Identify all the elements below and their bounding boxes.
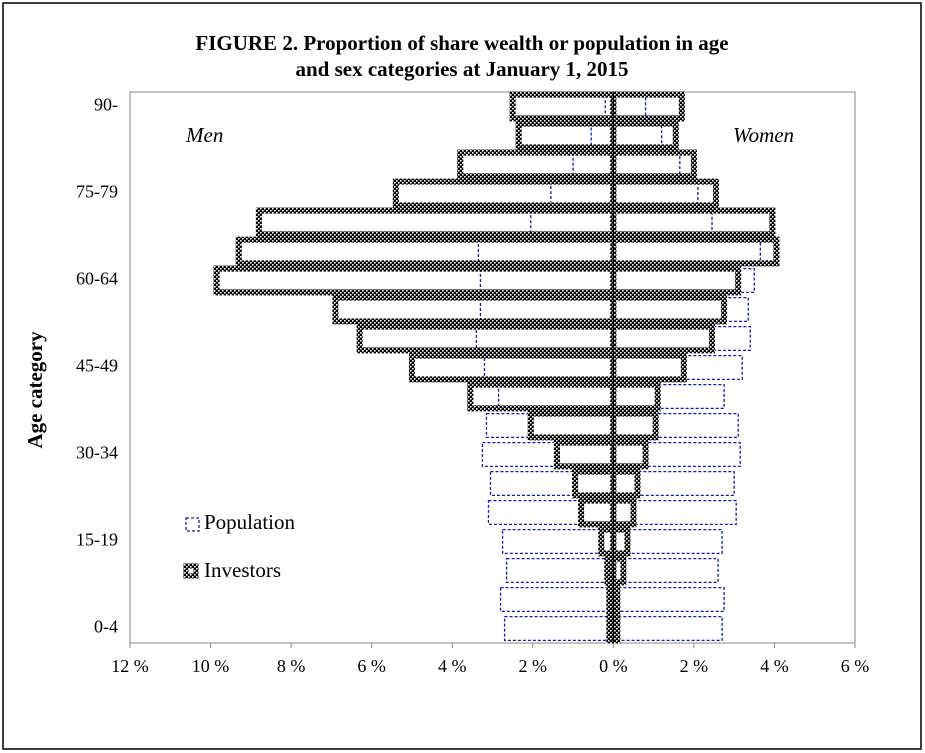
- population-bar: [612, 180, 699, 207]
- population-bar: [499, 586, 614, 613]
- chart-title: FIGURE 2. Proportion of share wealth or …: [195, 31, 728, 55]
- population-bar: [550, 180, 614, 207]
- population-bar: [503, 615, 614, 642]
- population-bar: [612, 93, 647, 120]
- population-bar: [505, 557, 614, 584]
- population-bar: [612, 354, 743, 381]
- legend-label: Population: [204, 510, 296, 534]
- population-bar: [481, 441, 614, 468]
- x-tick-label: 6 %: [357, 656, 386, 676]
- x-tick-label: 4 %: [760, 656, 789, 676]
- legend-label: Investors: [204, 558, 281, 582]
- x-tick-label: 8 %: [277, 656, 306, 676]
- population-bar: [612, 412, 739, 439]
- y-tick-label: 90-: [94, 95, 118, 115]
- population-bar: [612, 238, 761, 265]
- population-bar: [612, 528, 723, 555]
- population-bar: [489, 470, 614, 497]
- y-tick-label: 0-4: [94, 617, 118, 637]
- population-bar: [612, 209, 713, 236]
- y-tick-label: 30-34: [76, 443, 118, 463]
- population-bar: [497, 383, 614, 410]
- x-tick-label: 2 %: [680, 656, 709, 676]
- population-bar: [477, 238, 614, 265]
- population-bar: [612, 325, 751, 352]
- annotation: Women: [733, 123, 794, 147]
- annotation: Men: [185, 123, 223, 147]
- population-bar: [479, 296, 614, 323]
- y-tick-label: 60-64: [76, 269, 118, 289]
- population-bar: [612, 470, 735, 497]
- population-bar: [572, 151, 614, 178]
- population-bar: [479, 267, 614, 294]
- population-bar: [612, 383, 725, 410]
- x-tick-label: 2 %: [519, 656, 548, 676]
- population-bar: [483, 354, 614, 381]
- x-tick-label: 10 %: [192, 656, 230, 676]
- x-tick-label: 4 %: [438, 656, 467, 676]
- population-bar: [475, 325, 614, 352]
- y-tick-label: 15-19: [76, 530, 118, 550]
- population-bar: [612, 296, 749, 323]
- population-bar: [485, 412, 614, 439]
- x-tick-label: 0 %: [599, 656, 628, 676]
- population-bar: [612, 151, 681, 178]
- population-bar: [612, 441, 741, 468]
- population-bar: [612, 557, 719, 584]
- chart-title: and sex categories at January 1, 2015: [295, 57, 628, 81]
- legend-swatch: [183, 563, 199, 579]
- x-tick-label: 12 %: [111, 656, 149, 676]
- legend-swatch: [185, 517, 200, 532]
- population-bar: [612, 122, 663, 149]
- population-bar: [501, 528, 614, 555]
- population-bar: [530, 209, 614, 236]
- y-tick-label: 45-49: [76, 356, 118, 376]
- x-tick-label: 6 %: [841, 656, 870, 676]
- population-bar: [590, 122, 614, 149]
- y-tick-label: 75-79: [76, 182, 118, 202]
- plot-frame: [129, 91, 856, 644]
- population-bar: [487, 499, 614, 526]
- population-bar: [612, 586, 725, 613]
- population-bar: [612, 267, 755, 294]
- population-bar: [612, 615, 723, 642]
- y-axis-label: Age category: [23, 331, 47, 449]
